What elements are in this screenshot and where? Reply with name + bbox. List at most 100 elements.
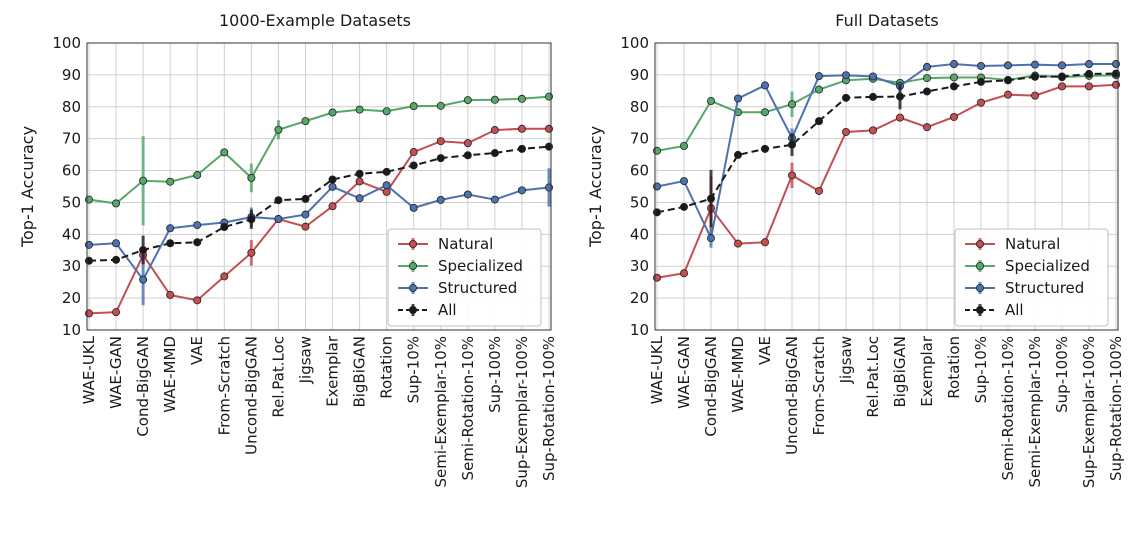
data-point — [301, 117, 310, 126]
y-tick-label: 70 — [630, 130, 649, 148]
series-line — [656, 74, 1117, 152]
x-tick-label: Uncond-BigGAN — [783, 336, 801, 455]
data-point — [653, 208, 662, 217]
data-point — [328, 175, 337, 184]
data-point — [328, 202, 337, 211]
data-point — [355, 194, 364, 203]
series-line — [88, 184, 550, 282]
chart-1: 1000-Example Datasets Top-1 Accuracy 10 20 3… — [18, 11, 558, 488]
x-tick-label: WAE-UKL — [80, 335, 98, 404]
legend-marker — [976, 239, 985, 248]
chart-2: Full Datasets Top-1 Accuracy 10 20 30 40 50 60 7… — [586, 11, 1125, 488]
data-point — [301, 210, 310, 219]
y-tick-label: 30 — [62, 257, 81, 275]
data-point — [707, 194, 716, 203]
data-point — [409, 102, 418, 111]
legend-label: All — [1005, 301, 1024, 319]
data-point — [220, 272, 229, 281]
chart-title: 1000-Example Datasets — [219, 11, 411, 30]
y-tick-label: 20 — [62, 289, 81, 307]
series-line — [88, 95, 550, 205]
legend-box — [954, 228, 1109, 327]
data-point — [166, 290, 175, 299]
data-point — [193, 238, 202, 247]
y-tick-label: 70 — [62, 130, 81, 148]
data-point — [977, 77, 986, 86]
x-tick-label: Semi-Exemplar-10% — [1026, 336, 1044, 488]
y-tick-label: 80 — [62, 98, 81, 116]
data-point — [545, 124, 554, 133]
legend-item: Structured — [398, 279, 517, 297]
data-point — [1085, 60, 1094, 69]
data-point — [193, 171, 202, 180]
series-natural — [653, 80, 1121, 282]
y-tick-label: 40 — [630, 225, 649, 243]
legend-label: All — [438, 301, 457, 319]
x-tick-label: Exemplar — [324, 335, 342, 407]
data-point — [1004, 90, 1013, 99]
data-point — [842, 127, 851, 136]
data-point — [923, 62, 932, 71]
data-point — [139, 275, 148, 284]
data-point — [815, 117, 824, 126]
data-point — [653, 182, 662, 191]
data-point — [896, 92, 905, 101]
x-tick-label: Sup-Rotation-100% — [1107, 336, 1125, 481]
x-tick-label: WAE-MMD — [161, 336, 179, 413]
data-point — [436, 101, 445, 110]
data-point — [815, 186, 824, 195]
legend-item: Structured — [965, 279, 1084, 297]
data-point — [1085, 82, 1094, 91]
legend-item: Specialized — [965, 257, 1090, 275]
data-point — [463, 139, 472, 148]
legend-marker — [408, 283, 417, 292]
data-point — [734, 239, 743, 248]
data-point — [761, 81, 770, 90]
x-tick-label: Jigsaw — [837, 336, 855, 384]
data-point — [680, 177, 689, 186]
data-point — [545, 142, 554, 151]
data-point — [815, 85, 824, 94]
data-point — [436, 195, 445, 204]
data-point — [490, 149, 499, 158]
legend: Natural Specialized Structured All — [387, 228, 542, 327]
data-point — [896, 113, 905, 122]
data-point — [1112, 69, 1121, 78]
data-point — [220, 222, 229, 231]
data-point — [85, 256, 94, 265]
data-point — [112, 255, 121, 264]
x-tick-label: Sup-Exemplar-100% — [513, 336, 531, 488]
data-point — [923, 74, 932, 83]
legend-marker — [976, 283, 985, 292]
data-point — [653, 273, 662, 282]
legend-label: Specialized — [438, 257, 523, 275]
data-point — [490, 95, 499, 104]
data-point — [1004, 76, 1013, 85]
legend-item: Specialized — [398, 257, 523, 275]
x-tick-label: WAE-GAN — [107, 336, 125, 409]
data-point — [653, 146, 662, 155]
legend-marker — [976, 305, 985, 314]
data-point — [463, 96, 472, 105]
y-tick-label: 50 — [630, 193, 649, 211]
x-tick-label: BigBiGAN — [351, 336, 369, 408]
data-point — [355, 169, 364, 178]
data-point — [382, 107, 391, 116]
data-point — [409, 161, 418, 170]
y-tick-label: 100 — [620, 34, 649, 52]
data-point — [977, 98, 986, 107]
data-point — [409, 148, 418, 157]
data-point — [977, 61, 986, 70]
legend-label: Natural — [1005, 235, 1060, 253]
x-tick-label: Sup-10% — [972, 336, 990, 403]
data-point — [409, 203, 418, 212]
data-point — [382, 167, 391, 176]
y-tick-label: 90 — [630, 66, 649, 84]
x-tick-label: Sup-100% — [1053, 336, 1071, 413]
x-tick-label: Semi-Rotation-10% — [459, 336, 477, 480]
x-tick-label: WAE-MMD — [729, 336, 747, 413]
series-line — [656, 83, 1117, 279]
data-point — [166, 177, 175, 186]
y-tick-label: 100 — [52, 34, 81, 52]
series-line — [656, 72, 1117, 214]
